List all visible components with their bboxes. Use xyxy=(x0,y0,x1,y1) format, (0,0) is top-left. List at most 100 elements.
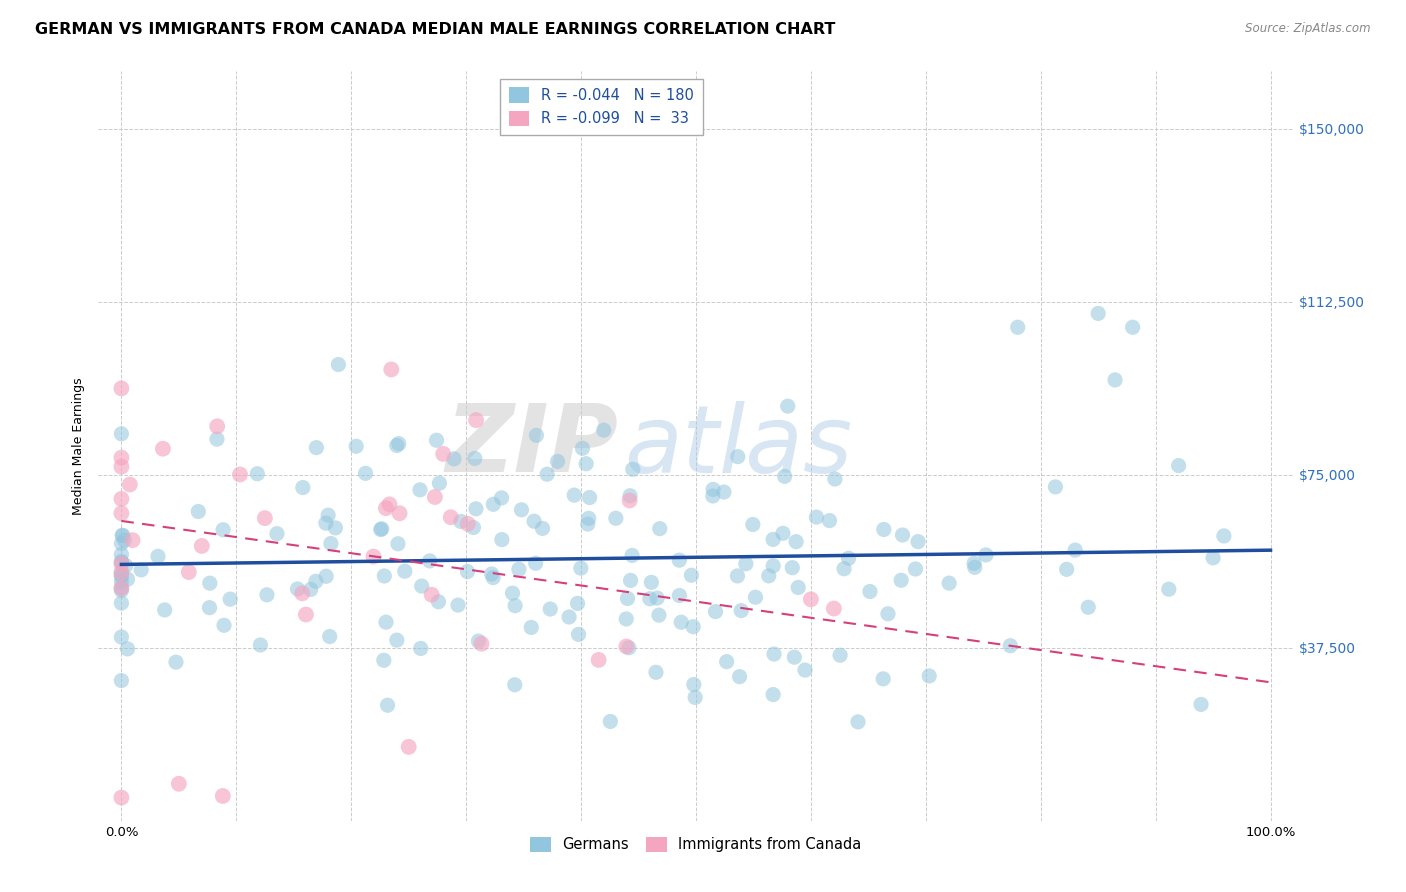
Point xyxy=(409,641,432,656)
Point xyxy=(440,510,463,524)
Point xyxy=(110,583,132,598)
Point xyxy=(447,598,470,612)
Point xyxy=(1077,600,1099,615)
Point xyxy=(547,454,569,468)
Point xyxy=(110,574,132,589)
Point xyxy=(370,523,392,537)
Point xyxy=(787,581,810,595)
Text: ZIP: ZIP xyxy=(446,400,619,492)
Point xyxy=(1122,320,1144,334)
Point xyxy=(668,589,690,603)
Point xyxy=(614,640,637,654)
Point xyxy=(702,483,724,497)
Point xyxy=(1167,458,1189,473)
Point xyxy=(305,574,328,589)
Point xyxy=(205,432,228,446)
Point xyxy=(963,560,986,574)
Point xyxy=(482,497,505,511)
Point xyxy=(668,553,690,567)
Point xyxy=(592,423,614,437)
Point xyxy=(963,557,986,571)
Point xyxy=(918,669,941,683)
Point xyxy=(287,582,309,596)
Point xyxy=(291,481,314,495)
Point xyxy=(470,637,492,651)
Point xyxy=(682,677,704,691)
Point xyxy=(1045,480,1067,494)
Point xyxy=(388,506,411,520)
Point xyxy=(110,596,132,610)
Point xyxy=(1157,582,1180,597)
Point xyxy=(682,620,704,634)
Point xyxy=(735,557,758,571)
Point xyxy=(523,514,546,528)
Point xyxy=(578,511,600,525)
Point xyxy=(191,539,214,553)
Point xyxy=(165,655,187,669)
Point xyxy=(110,506,132,520)
Point xyxy=(394,564,416,578)
Point xyxy=(110,568,132,582)
Point xyxy=(354,467,377,481)
Point xyxy=(567,596,589,610)
Point xyxy=(299,582,322,597)
Point xyxy=(177,565,200,579)
Point xyxy=(938,576,960,591)
Point xyxy=(319,630,342,644)
Point xyxy=(1087,306,1109,320)
Point xyxy=(605,511,627,525)
Point xyxy=(520,620,543,634)
Point xyxy=(305,441,328,455)
Point xyxy=(450,515,472,529)
Point xyxy=(325,521,347,535)
Point xyxy=(891,528,914,542)
Point xyxy=(110,554,132,568)
Point xyxy=(638,591,661,606)
Point xyxy=(374,501,396,516)
Point xyxy=(1202,550,1225,565)
Point xyxy=(153,603,176,617)
Point xyxy=(569,561,592,575)
Point xyxy=(409,483,432,497)
Point xyxy=(614,612,637,626)
Point xyxy=(578,491,600,505)
Point xyxy=(152,442,174,456)
Point xyxy=(377,698,399,713)
Point xyxy=(730,604,752,618)
Point xyxy=(315,569,337,583)
Point xyxy=(681,568,703,582)
Point xyxy=(256,588,278,602)
Point xyxy=(758,569,780,583)
Point xyxy=(904,562,927,576)
Point xyxy=(467,634,489,648)
Point xyxy=(385,633,408,648)
Point xyxy=(111,528,134,542)
Point xyxy=(1064,543,1087,558)
Point xyxy=(266,526,288,541)
Point xyxy=(877,607,900,621)
Point xyxy=(806,510,828,524)
Point xyxy=(110,630,132,644)
Point xyxy=(129,563,152,577)
Point xyxy=(443,451,465,466)
Point xyxy=(907,534,929,549)
Point xyxy=(114,558,136,573)
Point xyxy=(198,576,221,591)
Point xyxy=(1007,320,1029,334)
Point xyxy=(648,608,671,623)
Point xyxy=(621,549,644,563)
Point xyxy=(974,548,997,562)
Point xyxy=(319,536,342,550)
Point xyxy=(640,575,662,590)
Point xyxy=(828,648,851,663)
Point xyxy=(785,534,807,549)
Point xyxy=(617,640,640,655)
Point xyxy=(776,399,799,413)
Point xyxy=(465,413,488,427)
Point xyxy=(110,459,132,474)
Point xyxy=(187,504,209,518)
Point xyxy=(744,591,766,605)
Point xyxy=(531,521,554,535)
Point xyxy=(246,467,269,481)
Point xyxy=(465,501,488,516)
